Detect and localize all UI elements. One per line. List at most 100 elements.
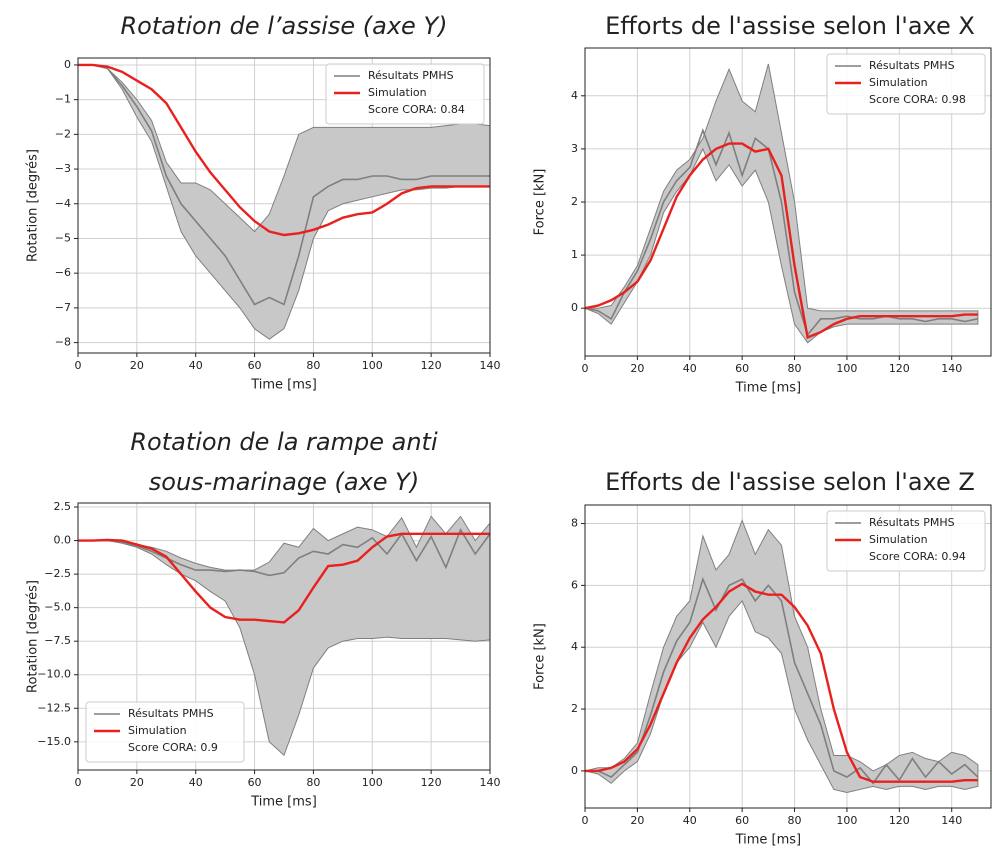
y-tick-label: 0 — [571, 301, 578, 314]
x-tick-label: 0 — [75, 776, 82, 789]
x-tick-label: 60 — [735, 814, 749, 827]
pmhs-band — [78, 64, 490, 340]
y-tick-label: 0.0 — [54, 534, 72, 547]
plot-area — [585, 519, 979, 794]
y-tick-label: −12.5 — [37, 701, 71, 714]
x-tick-label: 120 — [421, 776, 442, 789]
chart-title: Rotation de l’assise (axe Y) — [121, 12, 448, 40]
y-axis-label: Rotation [degrés] — [26, 149, 41, 262]
x-tick-label: 40 — [189, 776, 203, 789]
legend-label: Résultats PMHS — [869, 59, 955, 72]
series-line — [585, 576, 979, 785]
x-tick-label: 100 — [362, 776, 383, 789]
legend-label: Résultats PMHS — [128, 707, 214, 720]
legend-box — [826, 510, 986, 572]
y-tick-label: −2 — [55, 127, 71, 140]
x-tick-label: 100 — [836, 362, 857, 375]
x-tick-label: 140 — [480, 776, 501, 789]
legend-annotation: Score CORA: 0.9 — [128, 741, 218, 754]
x-tick-label: 20 — [630, 362, 644, 375]
y-tick-label: −7.5 — [44, 634, 71, 647]
x-tick-label: 60 — [735, 362, 749, 375]
y-tick-label: 4 — [571, 89, 578, 102]
x-tick-label: 80 — [306, 776, 320, 789]
series-line — [78, 63, 490, 237]
x-tick-label: 20 — [630, 814, 644, 827]
axes-frame — [77, 502, 491, 771]
axes-frame — [77, 57, 491, 354]
pmhs-band — [78, 515, 490, 757]
legend-label: Simulation — [869, 76, 928, 89]
legend-box — [325, 63, 485, 125]
y-tick-label: −10.0 — [37, 668, 71, 681]
x-tick-label: 80 — [788, 814, 802, 827]
series-line — [78, 64, 490, 306]
plot-area — [78, 63, 490, 340]
plot-area — [78, 515, 490, 757]
x-tick-label: 40 — [683, 362, 697, 375]
y-tick-label: 2.5 — [54, 500, 72, 513]
y-tick-label: −4 — [55, 197, 71, 210]
chart-title: Efforts de l'assise selon l'axe Z — [605, 468, 975, 496]
y-tick-label: 4 — [571, 640, 578, 653]
y-tick-label: −15.0 — [37, 735, 71, 748]
y-tick-label: −2.5 — [44, 567, 71, 580]
y-tick-label: 8 — [571, 517, 578, 530]
y-tick-label: −3 — [55, 162, 71, 175]
legend-box — [826, 53, 986, 115]
x-tick-label: 120 — [889, 814, 910, 827]
x-tick-label: 80 — [788, 362, 802, 375]
y-tick-label: 2 — [571, 702, 578, 715]
legend-label: Simulation — [128, 724, 187, 737]
legend-label: Résultats PMHS — [869, 516, 955, 529]
x-tick-label: 0 — [75, 359, 82, 372]
chart-title: Efforts de l'assise selon l'axe X — [605, 12, 975, 40]
legend-label: Simulation — [368, 86, 427, 99]
y-tick-label: −5 — [55, 231, 71, 244]
series-line — [585, 142, 978, 340]
x-tick-label: 100 — [836, 814, 857, 827]
series-line — [78, 528, 490, 577]
x-tick-label: 20 — [130, 359, 144, 372]
y-tick-label: 0 — [64, 58, 71, 71]
x-tick-label: 40 — [189, 359, 203, 372]
x-tick-label: 100 — [362, 359, 383, 372]
x-axis-label: Time [ms] — [735, 833, 802, 848]
y-tick-label: −5.0 — [44, 601, 71, 614]
x-tick-label: 60 — [248, 359, 262, 372]
chart-title: Rotation de la rampe anti — [130, 428, 438, 456]
x-tick-label: 0 — [582, 362, 589, 375]
x-tick-label: 140 — [941, 362, 962, 375]
y-tick-label: −8 — [55, 336, 71, 349]
legend-label: Simulation — [869, 533, 928, 546]
x-tick-label: 140 — [941, 814, 962, 827]
x-axis-label: Time [ms] — [735, 381, 802, 396]
series-line — [585, 127, 979, 337]
y-tick-label: 3 — [571, 142, 578, 155]
x-tick-label: 40 — [683, 814, 697, 827]
series-line — [78, 532, 490, 624]
y-tick-label: 0 — [571, 764, 578, 777]
y-tick-label: −6 — [55, 266, 71, 279]
x-axis-label: Time [ms] — [250, 795, 317, 810]
x-tick-label: 0 — [582, 814, 589, 827]
legend-annotation: Score CORA: 0.98 — [869, 93, 966, 106]
x-tick-label: 20 — [130, 776, 144, 789]
x-tick-label: 120 — [889, 362, 910, 375]
x-tick-label: 140 — [480, 359, 501, 372]
series-line — [585, 582, 978, 783]
y-tick-label: 1 — [571, 248, 578, 261]
legend-label: Résultats PMHS — [368, 69, 454, 82]
y-tick-label: 6 — [571, 578, 578, 591]
y-axis-label: Rotation [degrés] — [26, 580, 41, 693]
plot-area — [585, 63, 979, 344]
axes-frame — [584, 504, 992, 809]
x-tick-label: 60 — [248, 776, 262, 789]
legend-annotation: Score CORA: 0.94 — [869, 550, 966, 563]
y-tick-label: −7 — [55, 301, 71, 314]
y-axis-label: Force [kN] — [533, 169, 548, 236]
y-axis-label: Force [kN] — [533, 623, 548, 690]
chart-title: sous-marinage (axe Y) — [149, 468, 419, 496]
legend-annotation: Score CORA: 0.84 — [368, 103, 465, 116]
